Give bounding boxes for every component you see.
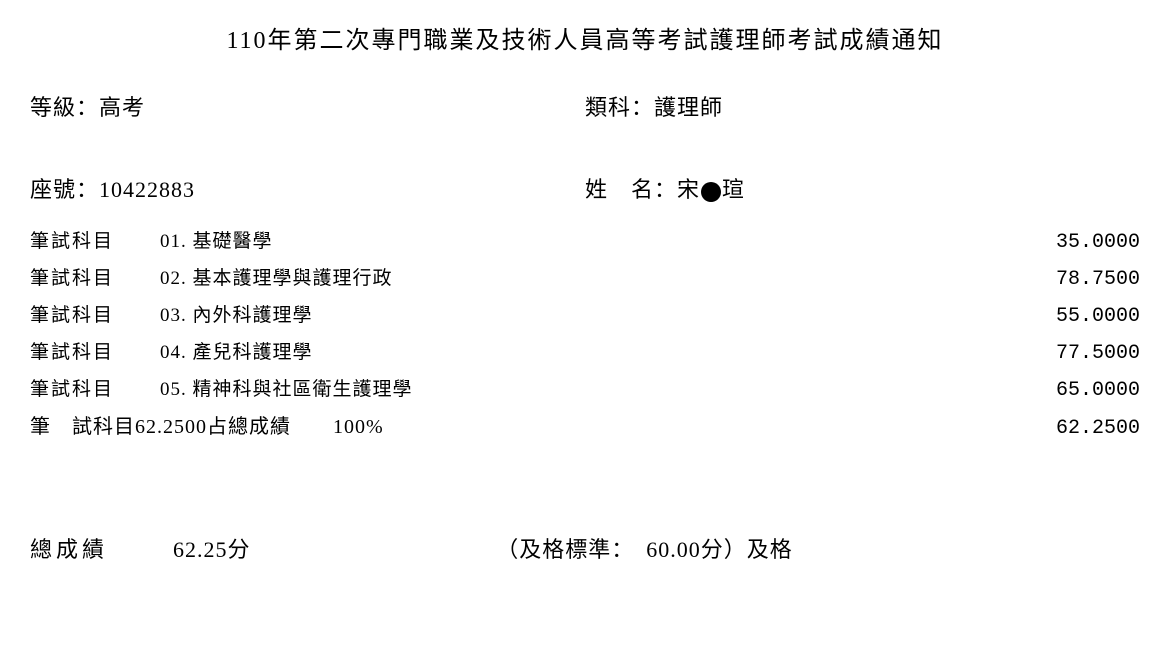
summary-label2: 試科目: [72, 409, 135, 445]
pass-text: （及格標準： 60.00分）及格: [496, 537, 793, 562]
subject-row: 筆試科目 01. 基礎醫學 35.0000: [30, 224, 1140, 261]
subject-label: 筆試科目: [30, 261, 160, 297]
name-last: 瑄: [722, 177, 745, 202]
subjects-summary-row: 筆試科目 62.2500 占總成績 100% 62.2500: [30, 409, 1140, 447]
subject-label: 筆試科目: [30, 224, 160, 260]
subject-label: 筆試科目: [30, 298, 160, 334]
document-title: 110年第二次專門職業及技術人員高等考試護理師考試成績通知: [30, 20, 1140, 55]
exam-category: 類科：護理師: [585, 90, 1140, 122]
category-label: 類科：: [585, 95, 654, 120]
redacted-icon: [701, 182, 721, 202]
subjects-list: 筆試科目 01. 基礎醫學 35.0000 筆試科目 02. 基本護理學與護理行…: [30, 224, 1140, 447]
subject-score: 65.0000: [1020, 373, 1140, 409]
seat-label: 座號：: [30, 177, 99, 202]
subject-row: 筆試科目 02. 基本護理學與護理行政 78.7500: [30, 261, 1140, 298]
level-label: 等級：: [30, 95, 99, 120]
candidate-name: 姓 名：宋瑄: [585, 172, 1140, 204]
subject-row: 筆試科目 04. 產兒科護理學 77.5000: [30, 335, 1140, 372]
subject-score: 55.0000: [1020, 299, 1140, 335]
header-row: 等級：高考 類科：護理師: [30, 90, 1140, 122]
name-first: 宋: [677, 177, 700, 202]
pass-status: （及格標準： 60.00分）及格: [496, 532, 1140, 564]
summary-score: 62.2500: [1020, 411, 1140, 447]
subject-name: 05. 精神科與社區衛生護理學: [160, 372, 1020, 408]
subject-score: 35.0000: [1020, 225, 1140, 261]
seat-value: 10422883: [99, 177, 195, 202]
subject-label: 筆試科目: [30, 372, 160, 408]
subject-name: 01. 基礎醫學: [160, 224, 1020, 260]
subject-score: 77.5000: [1020, 336, 1140, 372]
subject-row: 筆試科目 05. 精神科與社區衛生護理學 65.0000: [30, 372, 1140, 409]
summary-average: 62.2500: [135, 409, 207, 445]
subject-name: 04. 產兒科護理學: [160, 335, 1020, 371]
name-label: 姓 名：: [585, 177, 677, 202]
subject-row: 筆試科目 03. 內外科護理學 55.0000: [30, 298, 1140, 335]
level-value: 高考: [99, 95, 145, 120]
summary-label: 筆: [30, 409, 72, 445]
total-score-value: 62.25分: [173, 537, 251, 562]
summary-pct: 100%: [333, 409, 384, 445]
category-value: 護理師: [654, 95, 723, 120]
total-label: 總成績: [30, 537, 108, 562]
exam-level: 等級：高考: [30, 90, 585, 122]
candidate-info-row: 座號：10422883 姓 名：宋瑄: [30, 172, 1140, 204]
total-score: 總成績 62.25分: [30, 532, 496, 564]
subject-name: 02. 基本護理學與護理行政: [160, 261, 1020, 297]
final-result-row: 總成績 62.25分 （及格標準： 60.00分）及格: [30, 532, 1140, 564]
subject-label: 筆試科目: [30, 335, 160, 371]
subject-name: 03. 內外科護理學: [160, 298, 1020, 334]
subject-score: 78.7500: [1020, 262, 1140, 298]
seat-number: 座號：10422883: [30, 172, 585, 204]
summary-pct-label: 占總成績: [207, 409, 333, 445]
